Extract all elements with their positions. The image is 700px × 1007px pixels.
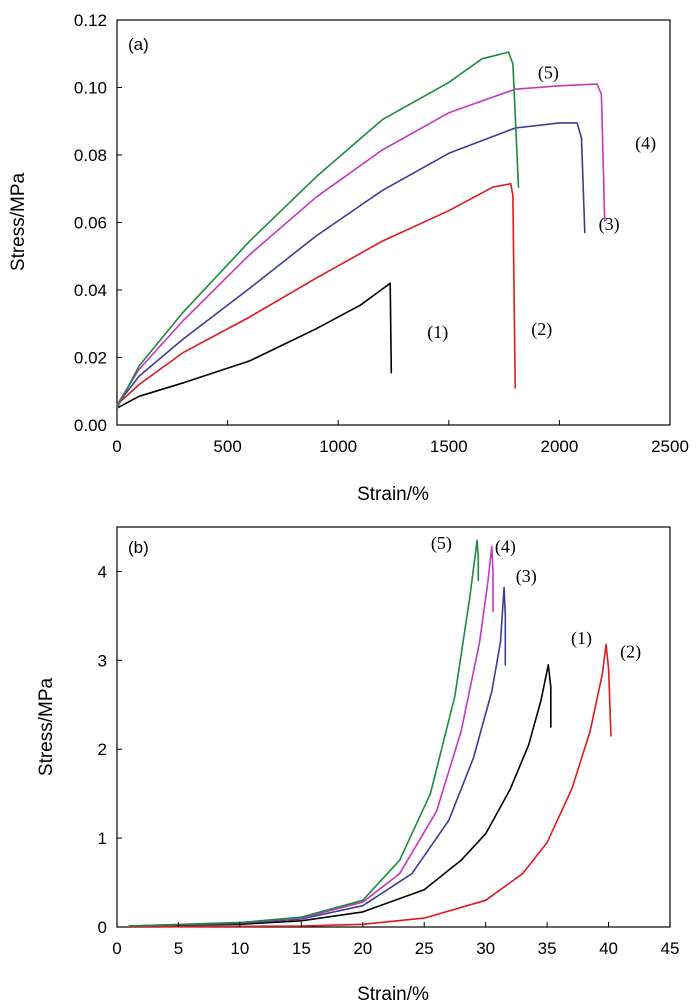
- panel-a-x-axis-title: Strain/%: [357, 484, 429, 505]
- panel-b-curve-4: [128, 545, 494, 927]
- panel-a-curve-label-4: (4): [635, 133, 656, 154]
- panel-a-y-tick-label: 0.10: [74, 79, 107, 98]
- panel-b-x-tick-label: 35: [538, 939, 557, 958]
- panel-a-ticks: 0 500 1000 1500 2000 2500 0.00 0.02 0.04 0.06 0.08…: [74, 11, 689, 456]
- panel-a-curve-5: [116, 51, 520, 409]
- panel-a-y-tick-label: 0.04: [74, 281, 107, 300]
- panel-b-x-tick-label: 0: [112, 939, 121, 958]
- panel-a-curve-2: [116, 182, 516, 406]
- panel-b-y-axis-title: Stress/MPa: [36, 677, 57, 776]
- panel-a-curve-4: [116, 83, 606, 406]
- panel-b-x-tick-label: 40: [599, 939, 618, 958]
- panel-a-curve-label-5: (5): [538, 62, 559, 83]
- panel-b-y-tick-label: 0: [98, 918, 107, 937]
- panel-a-label: (a): [128, 35, 149, 54]
- panel-b-curves: [128, 539, 612, 928]
- panel-b-x-tick-label: 15: [292, 939, 311, 958]
- panel-a-x-tick-label: 500: [213, 437, 241, 456]
- panel-a-x-tick-label: 2000: [540, 437, 578, 456]
- panel-b-curve-label-2: (2): [620, 641, 641, 662]
- panel-b-x-tick-label: 30: [476, 939, 495, 958]
- panel-a-curves: [116, 51, 606, 409]
- panel-a-y-tick-label: 0.12: [74, 11, 107, 30]
- panel-a-curve-labels: (1) (2) (3) (4) (5): [427, 62, 656, 343]
- panel-a-x-tick-label: 1000: [319, 437, 357, 456]
- panel-b-y-tick-label: 3: [98, 651, 107, 670]
- panel-a-curve-label-2: (2): [531, 319, 552, 340]
- panel-a-chart: 0 500 1000 1500 2000 2500 0.00 0.02 0.04 0.06 0.08…: [8, 11, 689, 505]
- panel-b-curve-1: [128, 664, 552, 927]
- panel-b-curve-label-1: (1): [571, 628, 592, 649]
- panel-a-curve-3: [116, 122, 586, 406]
- panel-b-ticks: 0 5 10 15 20 25 30 35 40 45 0 1 2 3 4: [98, 562, 680, 958]
- panel-a-y-axis-title: Stress/MPa: [8, 172, 29, 271]
- panel-b-curve-label-3: (3): [516, 566, 537, 587]
- panel-b-y-tick-label: 1: [98, 829, 107, 848]
- panel-a-plot-frame: [116, 19, 671, 426]
- panel-b-y-tick-label: 2: [98, 740, 107, 759]
- panel-a-x-tick-label: 1500: [430, 437, 468, 456]
- panel-a-y-tick-label: 0.08: [74, 146, 107, 165]
- panel-b-curve-label-4: (4): [495, 537, 516, 558]
- panel-b-curve-2: [128, 643, 612, 928]
- panel-b-plot-frame: [116, 526, 671, 928]
- panel-b-x-tick-label: 25: [415, 939, 434, 958]
- panel-a-x-tick-label: 0: [112, 437, 121, 456]
- panel-b-x-tick-label: 45: [661, 939, 680, 958]
- panel-b-x-tick-label: 5: [174, 939, 183, 958]
- panel-b-x-tick-label: 10: [230, 939, 249, 958]
- panel-b-curve-labels: (1) (2) (3)(4) (5): [431, 533, 641, 662]
- panel-a-curve-label-3: (3): [599, 214, 620, 235]
- panel-a-x-tick-label: 2500: [651, 437, 689, 456]
- panel-a-y-tick-label: 0.00: [74, 416, 107, 435]
- panel-a-curve-label-1: (1): [427, 322, 448, 343]
- panel-b-curve-3: [128, 586, 507, 927]
- panel-b-label: (b): [128, 538, 149, 557]
- panel-b-curve-label-5: (5): [431, 533, 452, 554]
- panel-a-curve-1: [116, 282, 393, 409]
- panel-a-y-tick-label: 0.02: [74, 349, 107, 368]
- panel-b-x-axis-title: Strain/%: [357, 984, 429, 1005]
- panel-b-curve-5: [128, 539, 480, 927]
- panel-b-x-tick-label: 20: [353, 939, 372, 958]
- panel-a-y-tick-label: 0.06: [74, 214, 107, 233]
- panel-b-y-tick-label: 4: [98, 562, 107, 581]
